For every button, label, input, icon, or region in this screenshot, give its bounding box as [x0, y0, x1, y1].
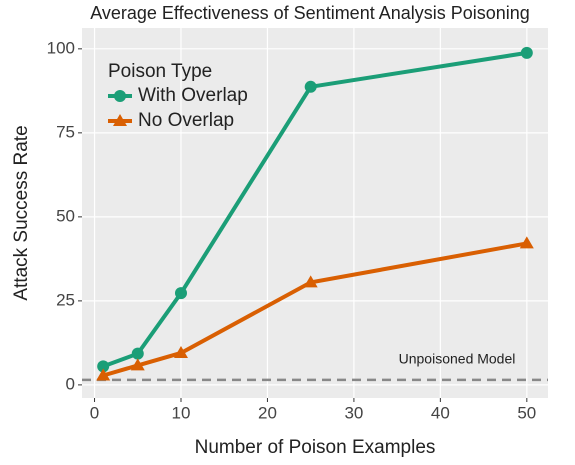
x-tick-label: 10 — [172, 403, 191, 422]
point — [304, 80, 317, 93]
x-tick-label: 30 — [344, 403, 363, 422]
legend-title: Poison Type — [108, 61, 212, 82]
point — [97, 360, 110, 373]
y-tick-label: 100 — [47, 38, 75, 57]
legend-marker — [114, 90, 126, 102]
x-tick-label: 50 — [517, 403, 536, 422]
point — [96, 368, 111, 381]
point — [130, 358, 145, 371]
point — [131, 347, 144, 360]
y-axis-label: Attack Success Rate — [11, 125, 32, 300]
x-tick-label: 20 — [258, 403, 277, 422]
x-axis-label: Number of Poison Examples — [195, 437, 436, 458]
point — [520, 46, 533, 59]
reference-label: Unpoisoned Model — [399, 351, 516, 367]
chart-title: Average Effectiveness of Sentiment Analy… — [90, 3, 530, 23]
x-tick-label: 0 — [90, 403, 99, 422]
legend-label: With Overlap — [138, 85, 248, 106]
point — [174, 287, 187, 300]
point — [173, 345, 188, 358]
point — [519, 236, 534, 249]
x-tick-label: 40 — [431, 403, 450, 422]
legend-label: No Overlap — [138, 110, 234, 131]
legend-marker — [113, 114, 127, 126]
y-tick-label: 25 — [56, 290, 75, 309]
y-tick-label: 75 — [56, 122, 75, 141]
y-tick-label: 50 — [56, 206, 75, 225]
y-tick-label: 0 — [66, 374, 75, 393]
point — [303, 275, 318, 288]
